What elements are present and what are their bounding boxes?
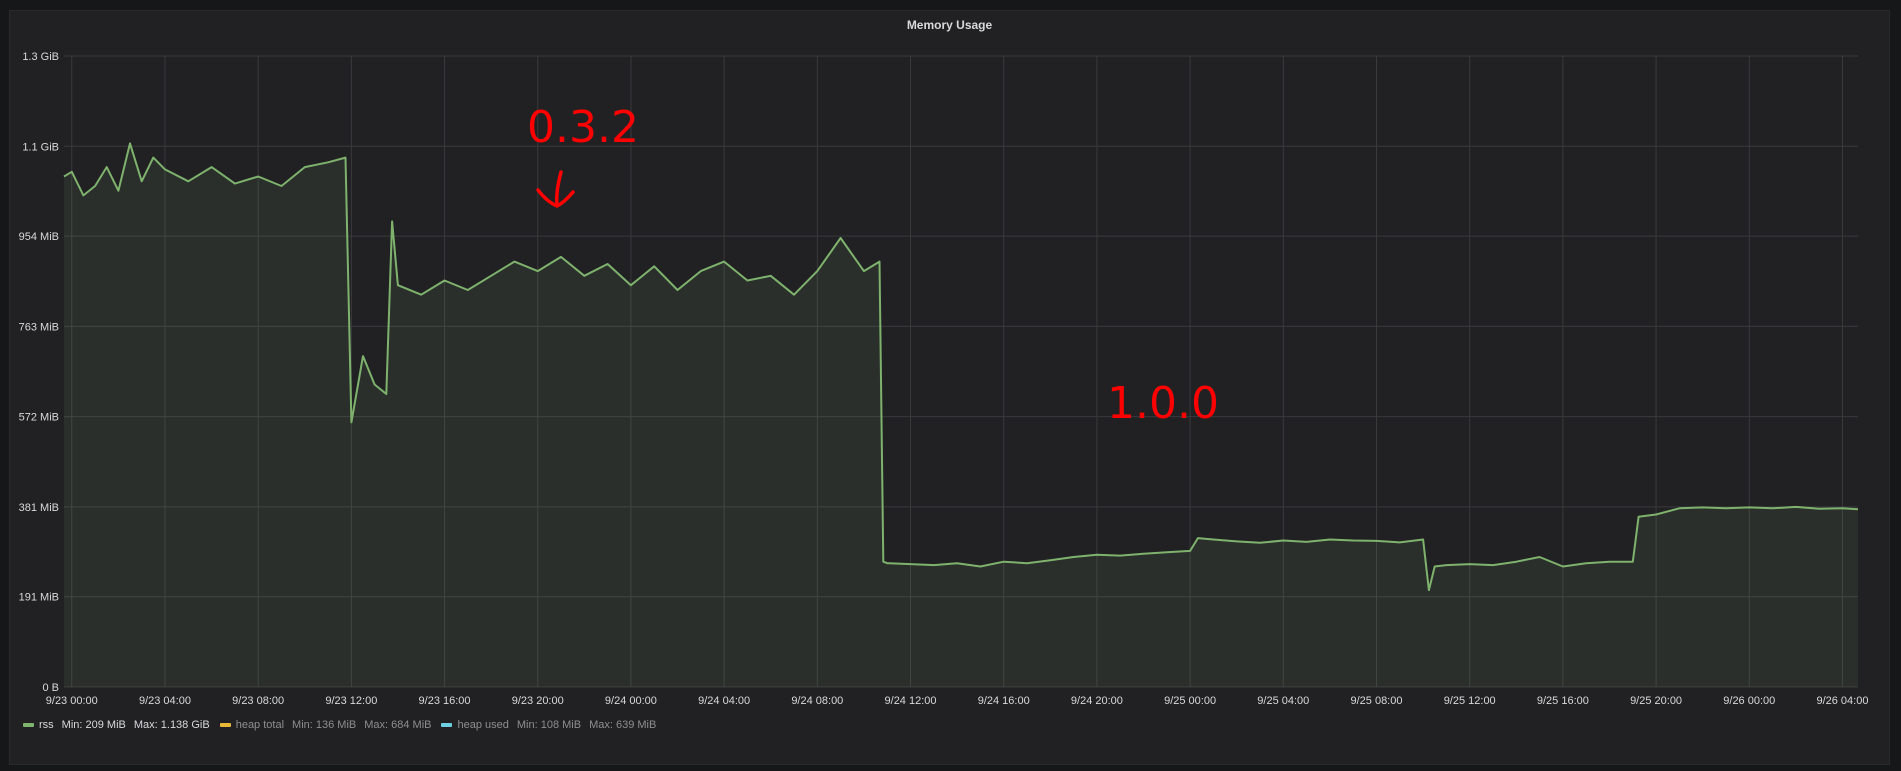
memory-usage-chart: 0 B 191 MiB 381 MiB 572 MiB 763 MiB 954 MiB 1.… bbox=[19, 51, 1869, 707]
x-tick-label: 9/23 08:00 bbox=[232, 695, 284, 707]
legend-min: Min: 136 MiB bbox=[292, 719, 357, 731]
y-tick-label: 954 MiB bbox=[19, 231, 59, 243]
y-tick-label: 381 MiB bbox=[19, 502, 59, 514]
x-tick-label: 9/24 04:00 bbox=[698, 695, 750, 707]
x-tick-label: 9/23 04:00 bbox=[139, 695, 191, 707]
series-line-rss bbox=[63, 142, 1859, 592]
x-tick-label: 9/24 08:00 bbox=[791, 695, 843, 707]
x-tick-label: 9/25 16:00 bbox=[1537, 695, 1589, 707]
x-tick-label: 9/23 12:00 bbox=[325, 695, 377, 707]
x-tick-label: 9/24 00:00 bbox=[605, 695, 657, 707]
x-tick-label: 9/23 16:00 bbox=[419, 695, 471, 707]
y-tick-label: 572 MiB bbox=[19, 412, 59, 424]
legend-min: Min: 209 MiB bbox=[61, 719, 126, 731]
x-tick-label: 9/24 12:00 bbox=[885, 695, 937, 707]
y-tick-label: 763 MiB bbox=[19, 321, 59, 333]
legend-max: Max: 639 MiB bbox=[589, 719, 657, 731]
legend-series-name: rss bbox=[39, 719, 54, 731]
legend-swatch bbox=[441, 723, 453, 727]
memory-usage-panel: Memory Usage 0 B 191 MiB 381 MiB 572 MiB 763… bbox=[9, 10, 1890, 765]
x-tick-label: 9/23 00:00 bbox=[46, 695, 98, 707]
legend-series-name: heap used bbox=[457, 719, 509, 731]
y-tick-label: 1.3 GiB bbox=[22, 51, 59, 63]
legend-swatch bbox=[23, 723, 34, 727]
x-tick-label: 9/25 04:00 bbox=[1257, 695, 1309, 707]
legend-item-heap-used[interactable]: heap used Min: 108 MiB Max: 639 MiB bbox=[441, 719, 656, 731]
y-tick-label: 0 B bbox=[42, 682, 59, 694]
annotation-version-0-3-2: 0.3.2 bbox=[527, 102, 639, 153]
legend: rss Min: 209 MiB Max: 1.138 GiB heap total M… bbox=[23, 719, 656, 731]
series-area-rss bbox=[64, 143, 1858, 687]
legend-item-rss[interactable]: rss Min: 209 MiB Max: 1.138 GiB bbox=[23, 719, 210, 731]
x-tick-label: 9/26 00:00 bbox=[1723, 695, 1775, 707]
legend-swatch bbox=[219, 723, 231, 727]
annotation-version-1-0-0: 1.0.0 bbox=[1107, 378, 1219, 429]
x-tick-label: 9/24 16:00 bbox=[978, 695, 1030, 707]
legend-min: Min: 108 MiB bbox=[516, 719, 582, 731]
y-tick-label: 1.1 GiB bbox=[22, 141, 59, 153]
arrow-down-icon bbox=[536, 170, 575, 208]
legend-item-heap-total[interactable]: heap total Min: 136 MiB Max: 684 MiB bbox=[219, 719, 432, 731]
panel-title[interactable]: Memory Usage bbox=[906, 18, 993, 32]
x-tick-label: 9/23 20:00 bbox=[512, 695, 564, 707]
x-tick-label: 9/24 20:00 bbox=[1071, 695, 1123, 707]
legend-series-name: heap total bbox=[235, 719, 285, 731]
legend-max: Max: 1.138 GiB bbox=[133, 719, 210, 731]
legend-max: Max: 684 MiB bbox=[364, 719, 432, 731]
x-tick-label: 9/25 12:00 bbox=[1444, 695, 1496, 707]
y-tick-label: 191 MiB bbox=[19, 592, 59, 604]
x-tick-label: 9/25 20:00 bbox=[1630, 695, 1682, 707]
x-tick-label: 9/25 00:00 bbox=[1164, 695, 1216, 707]
x-tick-label: 9/25 08:00 bbox=[1350, 695, 1402, 707]
x-tick-label: 9/26 04:00 bbox=[1816, 695, 1868, 707]
